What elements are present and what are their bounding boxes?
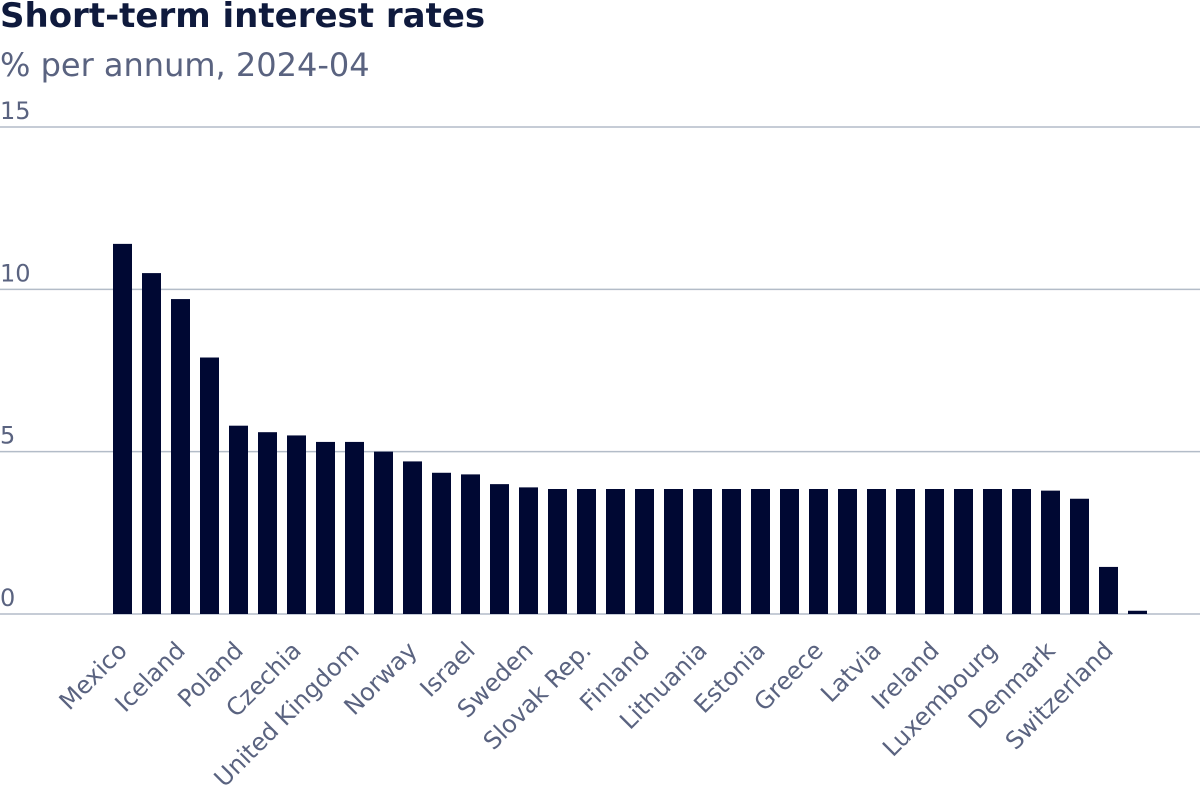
bar: [983, 489, 1002, 614]
bar: [1012, 489, 1031, 614]
bar: [1041, 490, 1060, 614]
bar: [693, 489, 712, 614]
bar: [867, 489, 886, 614]
bar: [925, 489, 944, 614]
bar: [780, 489, 799, 614]
y-tick-label: 15: [0, 97, 31, 125]
bar: [113, 243, 132, 614]
chart-subtitle: % per annum, 2024-04: [0, 46, 370, 84]
bar: [287, 435, 306, 614]
bar: [896, 489, 915, 614]
bar: [403, 461, 422, 614]
bar: [838, 489, 857, 614]
bar: [316, 441, 335, 614]
bar: [142, 273, 161, 614]
bar: [1070, 498, 1089, 614]
bar: [577, 489, 596, 614]
bars: [113, 243, 1147, 614]
bar: [751, 489, 770, 614]
bar: [490, 484, 509, 614]
y-tick-label: 10: [0, 259, 31, 287]
bar: [374, 451, 393, 614]
bar: [606, 489, 625, 614]
y-tick-label: 5: [0, 422, 15, 450]
bar: [229, 425, 248, 614]
bar: [635, 489, 654, 614]
chart-title: Short-term interest rates: [0, 0, 486, 36]
bar: [1099, 566, 1118, 614]
y-tick-label: 0: [0, 584, 15, 612]
bar: [258, 432, 277, 614]
bar: [1128, 610, 1147, 614]
bar: [722, 489, 741, 614]
bar: [809, 489, 828, 614]
bar: [954, 489, 973, 614]
bar: [548, 489, 567, 614]
bar: [432, 472, 451, 614]
bar: [345, 441, 364, 614]
bar: [171, 299, 190, 614]
bar: [461, 474, 480, 614]
bar: [664, 489, 683, 614]
bar: [200, 357, 219, 614]
bar: [519, 487, 538, 614]
